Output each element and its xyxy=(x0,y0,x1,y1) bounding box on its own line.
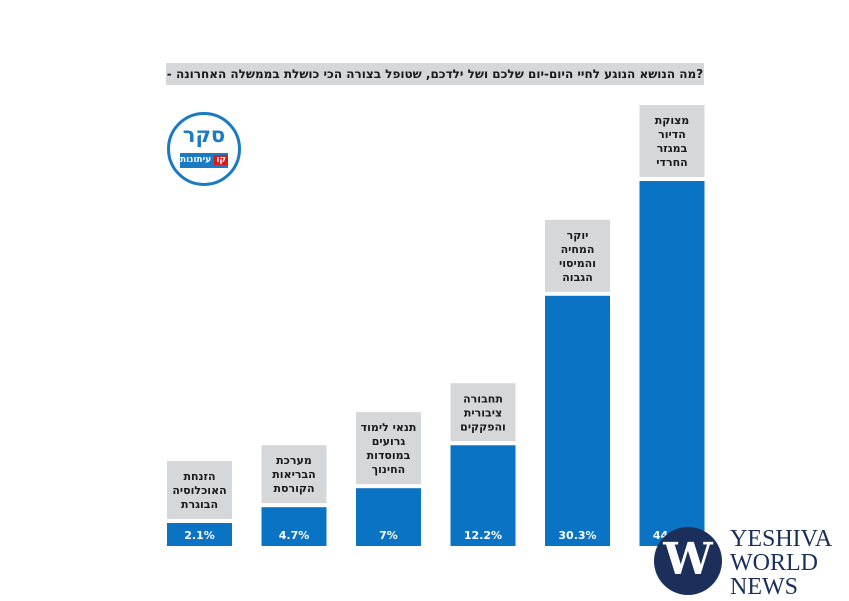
bar-4 xyxy=(450,445,516,546)
bar-6 xyxy=(639,181,705,546)
logo-tag-red: קו xyxy=(214,155,228,165)
value-label-2: 4.7% xyxy=(279,529,310,542)
watermark-line-1: YESHIVA xyxy=(730,526,833,552)
category-box-2 xyxy=(261,445,327,504)
watermark-line-2: WORLD xyxy=(730,550,818,576)
category-box-4 xyxy=(450,383,516,442)
category-box-3 xyxy=(356,412,421,485)
bar-1 xyxy=(167,523,232,546)
bar-3 xyxy=(356,488,421,546)
watermark-logo-mark: W xyxy=(663,534,713,585)
category-box-5 xyxy=(545,219,610,292)
value-label-3: 7% xyxy=(379,529,398,542)
category-box-1 xyxy=(167,461,232,519)
watermark-logo-circle xyxy=(654,527,722,595)
category-label-5: יוקר המחיה והמיסוי הגבוה xyxy=(559,229,596,284)
value-label-5: 30.3% xyxy=(558,529,596,542)
category-label-1: הזנחת האוכלוסיה הבוגרת xyxy=(172,470,226,511)
bar-5 xyxy=(545,295,610,546)
logo-tag-rest: עיתונות xyxy=(180,155,212,165)
logo-tag: קו עיתונות xyxy=(180,153,228,168)
watermark-line-3: NEWS xyxy=(730,574,798,600)
category-box-6 xyxy=(639,105,705,177)
category-label-2: מערכת הבריאות הקורסת xyxy=(272,454,315,495)
logo-word: סקר xyxy=(182,123,226,147)
value-label-4: 12.2% xyxy=(464,529,502,542)
category-label-4: תחבורה ציבורית והפקקים xyxy=(460,392,506,433)
survey-logo: סקר קו עיתונות xyxy=(167,112,241,186)
category-label-3: תנאי לימוד גרועים במוסדות החינוך xyxy=(361,421,417,476)
value-label-1: 2.1% xyxy=(184,529,215,542)
yeshiva-world-news-watermark: W YESHIVA WORLD NEWS xyxy=(650,523,849,601)
category-label-6: מצוקת הדיור במגזר החרדי xyxy=(655,114,690,169)
bar-2 xyxy=(261,507,327,546)
survey-question: - מה הנושא הנוגע לחיי היום-יום שלכם ושל … xyxy=(166,63,704,85)
